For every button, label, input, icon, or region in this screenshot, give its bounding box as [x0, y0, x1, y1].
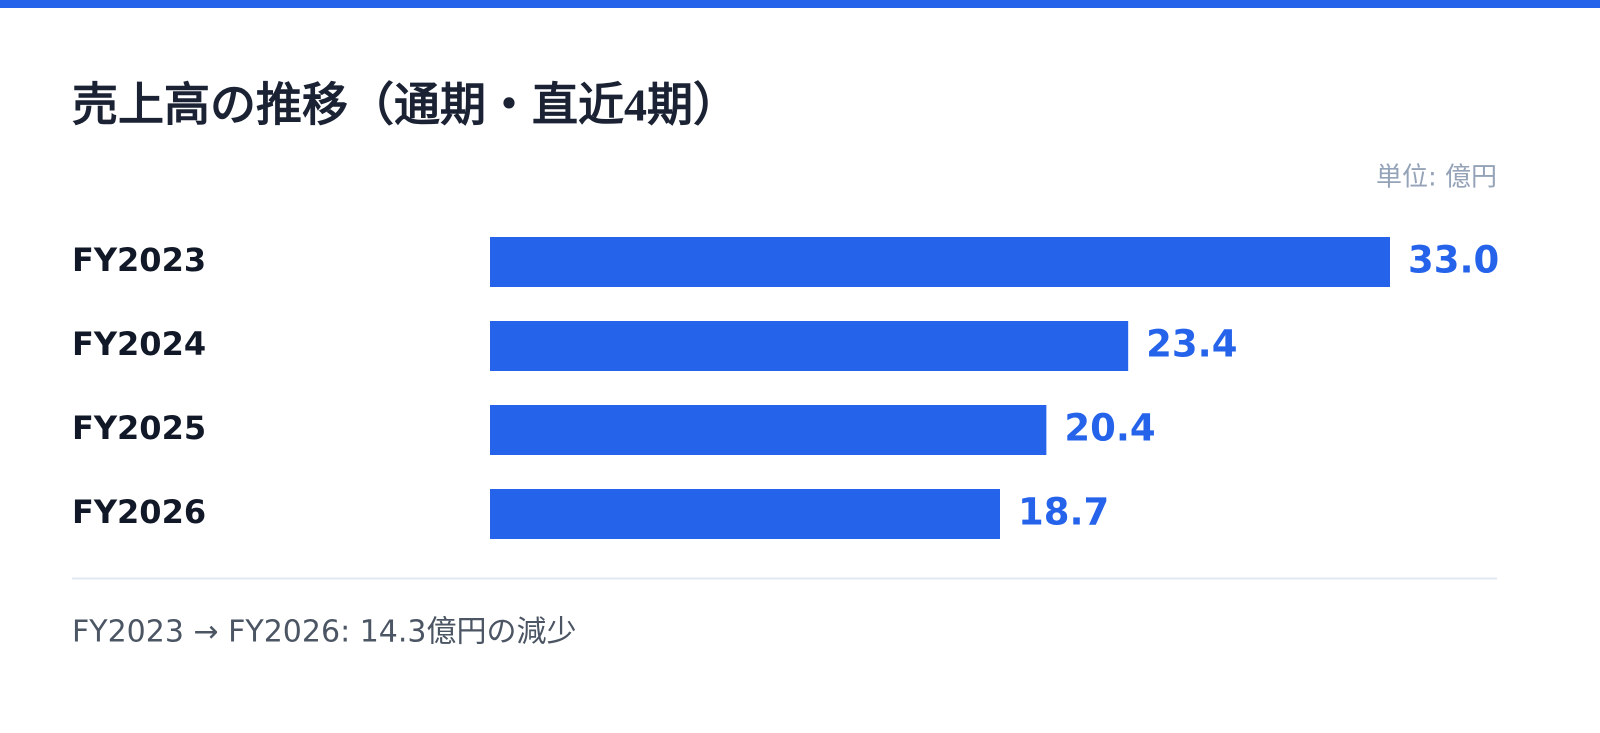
value-label: 18.7 — [1018, 491, 1109, 534]
value-label: 23.4 — [1146, 323, 1237, 366]
chart-title: 売上高の推移（通期・直近4期） — [72, 80, 739, 131]
bar — [490, 321, 1129, 371]
bar — [490, 489, 1000, 539]
value-label: 33.0 — [1408, 239, 1499, 282]
bar — [490, 237, 1390, 287]
value-label: 20.4 — [1064, 407, 1155, 450]
category-label: FY2026 — [72, 493, 206, 531]
bar — [490, 405, 1047, 455]
category-label: FY2023 — [72, 241, 206, 279]
category-label: FY2025 — [72, 409, 206, 447]
unit-label: 単位: 億円 — [1376, 163, 1497, 193]
category-label: FY2024 — [72, 325, 206, 363]
top-accent — [0, 0, 1600, 8]
note: FY2023 → FY2026: 14.3億円の減少 — [72, 615, 577, 650]
